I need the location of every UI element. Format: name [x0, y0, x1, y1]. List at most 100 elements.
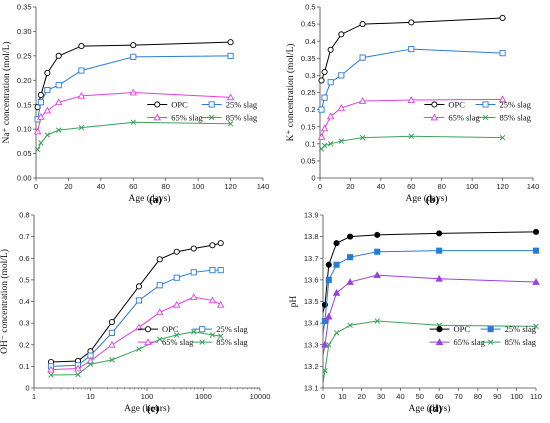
data-point	[129, 88, 138, 96]
y-tick-label: 0.00	[17, 174, 32, 183]
data-point	[78, 67, 85, 74]
legend-item: 25% slag	[192, 324, 248, 334]
data-point	[321, 142, 328, 149]
y-axis-label: Na⁺ concentration (mol/L)	[1, 41, 12, 143]
legend-label: 85% slag	[226, 112, 258, 122]
series-line	[37, 55, 231, 120]
data-point	[78, 124, 85, 131]
x-tick-label: 10	[86, 392, 94, 401]
axes: 0 0.1 0.2 0.3 0.4 0.5 0.6 0.7 0.8 1 10 100 1000 10000	[19, 211, 270, 401]
panel-label: (d)	[429, 403, 443, 415]
chart-panel-c: 0 0.1 0.2 0.3 0.4 0.5 0.6 0.7 0.8 1 10 100 1000 10000…	[0, 211, 270, 415]
data-point	[325, 276, 332, 283]
panel-label: (c)	[147, 403, 160, 415]
legend: OPC 25% slag 65% slag 85% slag	[137, 324, 248, 347]
series-65-slag	[47, 293, 225, 373]
legend-label: 85% slag	[499, 112, 531, 122]
series-65-slag	[33, 88, 235, 135]
data-point	[532, 228, 540, 235]
legend-label: 65% slag	[448, 112, 480, 122]
legend-marker	[199, 339, 205, 345]
data-point	[374, 248, 381, 255]
data-point	[44, 87, 51, 94]
legend-marker	[487, 339, 494, 345]
series-opc	[321, 228, 540, 313]
data-point	[321, 94, 328, 101]
legend-item: 65% slag	[424, 112, 481, 122]
data-point	[47, 365, 55, 373]
legend-item: 85% slag	[192, 337, 248, 347]
legend-label: 25% slag	[216, 324, 248, 334]
x-tick-label: 20	[346, 182, 354, 191]
data-point	[190, 329, 197, 335]
legend-marker	[144, 338, 152, 346]
series-25-slag	[34, 52, 234, 123]
data-point	[108, 329, 116, 336]
y-tick-label: 0.10	[17, 125, 32, 134]
data-point	[48, 372, 54, 378]
data-point	[34, 146, 41, 153]
legend-item: 25% slag	[480, 324, 537, 334]
y-tick-label: 0.1	[305, 139, 315, 148]
x-tick-label: 100	[510, 392, 523, 401]
data-point	[226, 93, 235, 101]
y-tick-label: 0.4	[305, 37, 315, 46]
legend: OPC 25% slag 65% slag 85% slag	[429, 324, 537, 347]
data-point	[533, 323, 539, 330]
x-tick-label: 60	[435, 392, 443, 401]
x-tick-label: 140	[527, 182, 540, 191]
legend-label: 65% slag	[171, 112, 203, 122]
y-tick-label: 0.3	[19, 319, 29, 328]
data-point	[436, 247, 443, 254]
data-point	[227, 121, 234, 127]
data-point	[216, 300, 225, 308]
y-tick-label: 0.15	[17, 100, 32, 109]
data-point	[499, 50, 506, 57]
y-tick-label: 13.1	[304, 384, 319, 393]
data-point	[109, 357, 115, 363]
series-line	[322, 250, 536, 335]
x-tick-label: 80	[474, 392, 482, 401]
y-tick-label: 13.5	[304, 297, 319, 306]
data-point	[37, 99, 44, 106]
data-point	[347, 322, 353, 329]
data-point	[346, 278, 354, 285]
y-tick-label: 0.2	[305, 105, 315, 114]
y-tick-label: 0.7	[19, 232, 29, 241]
x-tick-label: 40	[97, 182, 105, 191]
legend-item: 65% slag	[147, 112, 203, 122]
legend-item: 65% slag	[429, 337, 486, 347]
x-tick-label: 0	[318, 182, 322, 191]
data-point	[173, 332, 180, 338]
data-point	[54, 98, 63, 106]
y-tick-label: 0.8	[19, 211, 29, 220]
series-25-slag	[47, 267, 224, 370]
data-point	[55, 82, 62, 89]
x-tick-label: 140	[257, 182, 270, 191]
data-point	[37, 91, 44, 98]
x-tick-label: 1	[32, 392, 36, 401]
data-point	[130, 119, 137, 126]
series-opc	[318, 14, 506, 84]
x-tick-label: 30	[377, 392, 385, 401]
legend-item: 65% slag	[137, 337, 194, 347]
legend-label: 65% slag	[162, 337, 194, 347]
data-point	[156, 256, 163, 263]
legend-marker	[487, 326, 494, 333]
data-point	[338, 31, 345, 38]
data-point	[75, 371, 81, 378]
series-line	[50, 269, 221, 367]
y-tick-label: 0.6	[19, 254, 29, 263]
data-point	[189, 293, 198, 301]
x-tick-label: 40	[396, 392, 404, 401]
data-point	[338, 138, 345, 144]
y-tick-label: 0.30	[17, 27, 32, 36]
y-tick-label: 0.5	[19, 275, 29, 284]
y-tick-label: 0.25	[17, 51, 32, 60]
legend-label: 25% slag	[505, 324, 537, 334]
data-point	[43, 106, 52, 114]
series-85-slag	[34, 119, 234, 153]
x-tick-label: 20	[64, 182, 72, 191]
data-point	[436, 230, 443, 237]
data-point	[408, 133, 415, 140]
